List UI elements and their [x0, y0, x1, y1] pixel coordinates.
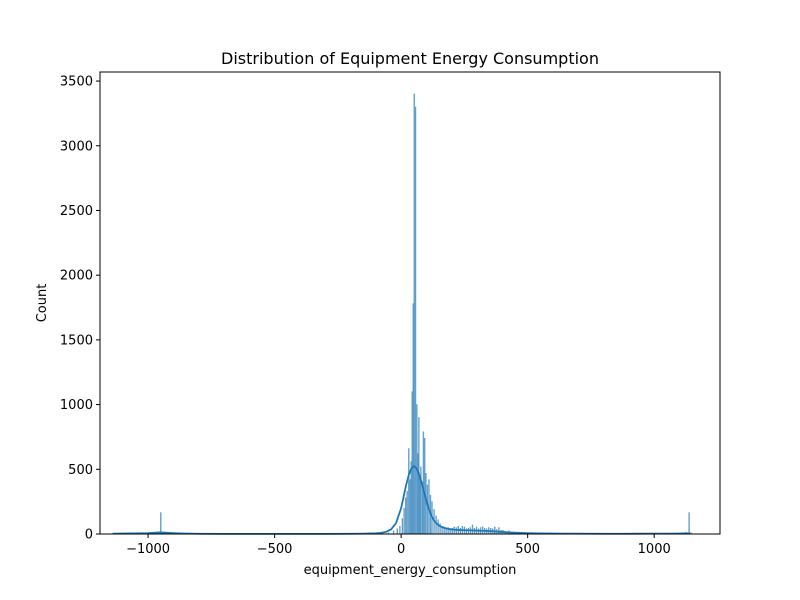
y-tick-label-1: 500	[68, 463, 93, 478]
histogram-bar-83	[498, 527, 500, 535]
histogram-bar-37	[414, 106, 417, 535]
histogram-bar-41	[419, 475, 421, 535]
histogram-bars	[112, 93, 692, 535]
histogram-bar-52	[435, 515, 437, 535]
histogram-bar-47	[426, 484, 429, 535]
plot-frame	[99, 71, 721, 535]
y-axis-label: Count	[35, 284, 50, 323]
histogram-bar-35	[412, 303, 414, 535]
histogram-bar-30	[406, 491, 408, 535]
histogram-bar-70	[471, 524, 474, 535]
histogram-bar-53	[437, 519, 439, 535]
y-tick-label-7: 3500	[60, 75, 93, 90]
histogram-bar-110	[688, 512, 690, 535]
histogram-bar-45	[424, 438, 426, 535]
y-tick-label-3: 1500	[60, 333, 93, 348]
histogram-bar-32	[409, 479, 411, 535]
histogram-bar-29	[405, 497, 407, 535]
y-tick-label-6: 3000	[60, 139, 93, 154]
histogram-bar-27	[401, 518, 404, 535]
histogram-bar-64	[459, 527, 462, 535]
y-tick-label-0: 0	[85, 528, 93, 543]
x-tick-label-4: 1000	[638, 542, 671, 557]
y-tick-label-4: 2000	[60, 269, 93, 284]
y-axis: 0 500 1000 1500 2000 2500 3000 3500	[60, 75, 100, 543]
histogram-bar-44	[422, 431, 425, 535]
y-tick-label-2: 1000	[60, 398, 93, 413]
x-tick-label-0: −1000	[126, 542, 170, 557]
histogram-bar-7	[160, 512, 162, 535]
histogram-bar-81	[494, 526, 496, 535]
x-axis-label: equipment_energy_consumption	[304, 563, 517, 578]
x-tick-label-1: −500	[257, 542, 293, 557]
kde-curve	[112, 464, 690, 535]
histogram-bar-33	[410, 461, 412, 535]
x-axis: −1000 −500 0 500 1000	[126, 534, 671, 557]
chart-title: Distribution of Equipment Energy Consump…	[221, 49, 599, 68]
y-tick-label-5: 2500	[60, 204, 93, 219]
x-tick-label-2: 0	[397, 542, 405, 557]
histogram-bar-25	[396, 528, 398, 535]
histogram-bar-62	[455, 527, 457, 535]
histogram-bar-26	[399, 526, 401, 535]
histogram-bar-39	[417, 453, 419, 535]
histogram-bar-46	[425, 472, 427, 535]
histogram-bar-31	[408, 448, 410, 535]
histogram-bar-28	[403, 507, 405, 535]
histogram-bar-36	[413, 93, 415, 535]
histogram-bar-34	[411, 391, 413, 535]
x-tick-label-3: 500	[515, 542, 540, 557]
